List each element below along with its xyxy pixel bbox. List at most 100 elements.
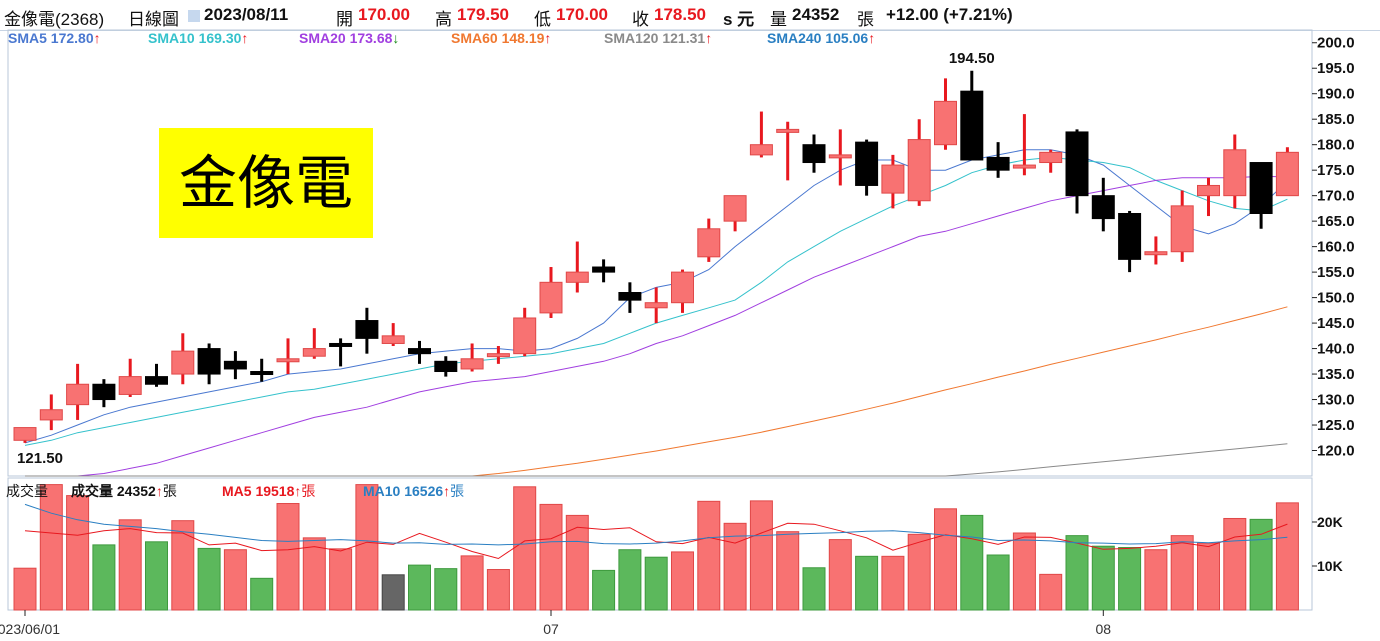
candle	[145, 363, 168, 387]
volume-bar	[723, 522, 747, 611]
volume-unit: 張	[162, 483, 177, 499]
arrow-up-icon: ↑	[868, 30, 876, 46]
ma-legend-text: SMA10 169.30	[148, 30, 242, 46]
candle-body	[171, 350, 195, 375]
candle	[828, 129, 852, 186]
candle	[749, 111, 773, 158]
volume-bar	[802, 567, 826, 611]
volume-bar	[986, 554, 1010, 611]
volume-bar	[907, 533, 931, 611]
volume-bar	[1275, 502, 1299, 611]
close-value: 178.50	[654, 5, 706, 24]
volume-legend-value: 成交量 24352↑張	[71, 483, 177, 499]
candle-body	[355, 320, 379, 339]
volume-bar	[460, 555, 484, 611]
candle	[1039, 149, 1063, 173]
candle-body	[907, 139, 931, 202]
candle	[1249, 162, 1273, 229]
volume-ma5-legend: MA5 19518↑張	[222, 483, 316, 499]
volume-bar	[118, 519, 142, 611]
candle-body	[381, 335, 405, 344]
candle	[907, 119, 931, 206]
volume-bar	[1144, 549, 1168, 611]
price-panel-frame	[7, 29, 1313, 477]
candle-body	[934, 100, 957, 146]
candle	[329, 338, 353, 367]
candle-body	[960, 90, 984, 161]
x-tick-label: 08	[1096, 621, 1112, 637]
period-label: 日線圖	[128, 10, 179, 29]
volume-unit: 張	[450, 483, 465, 499]
candle-body	[197, 348, 221, 375]
period-dropdown[interactable]: 2023/08/11	[188, 5, 288, 25]
volume-bar	[1091, 545, 1115, 611]
candle-body	[1065, 131, 1089, 197]
price-tick-label: 190.0	[1317, 86, 1355, 103]
high-value: 179.50	[457, 5, 509, 24]
volume-bar	[486, 569, 510, 611]
volume-bar	[39, 484, 63, 611]
volume-bar	[302, 537, 326, 611]
candle-body	[250, 371, 274, 376]
volume-bar	[592, 569, 616, 611]
candle	[1091, 177, 1115, 232]
volume-bar	[13, 567, 37, 611]
arrow-up-icon: ↑	[294, 483, 302, 499]
volume-bar	[644, 556, 668, 611]
volume-bar	[329, 548, 353, 611]
ma-legend-text: SMA60 148.19	[451, 30, 545, 46]
ma-legend-text: SMA120 121.31	[604, 30, 706, 46]
sma120-line	[25, 443, 1288, 477]
candle	[881, 154, 905, 209]
volume-bar	[1065, 535, 1089, 611]
candle-body	[513, 317, 537, 355]
arrow-up-icon: ↑	[705, 30, 713, 46]
price-tick-label: 120.0	[1317, 443, 1355, 460]
candle	[355, 307, 379, 354]
price-annotation: 194.50	[949, 50, 995, 67]
price-tick-label: 195.0	[1317, 60, 1355, 77]
candle	[381, 323, 405, 347]
candle-body	[592, 266, 616, 273]
volume-unit: 張	[301, 483, 316, 499]
candle-body	[408, 348, 431, 355]
price-tick-label: 150.0	[1317, 290, 1355, 307]
candle	[802, 134, 826, 173]
candle-body	[145, 376, 168, 385]
ma-legend-text: SMA20 173.68	[299, 30, 393, 46]
candle	[986, 142, 1010, 178]
volume-bar	[381, 574, 405, 611]
volume-bar	[855, 555, 879, 611]
candle-body	[855, 141, 879, 186]
price-tick-label: 130.0	[1317, 392, 1355, 409]
arrow-down-icon: ↓	[392, 30, 400, 46]
candle-body	[986, 156, 1010, 171]
volume-bar	[1223, 517, 1247, 611]
volume-bar	[223, 549, 247, 611]
volume-bar	[276, 503, 300, 611]
candle-body	[697, 228, 721, 258]
close-label: 收	[632, 10, 649, 29]
ma-legend-item: SMA10 169.30↑	[148, 30, 248, 46]
candle	[855, 139, 879, 196]
price-tick-label: 165.0	[1317, 213, 1355, 230]
price-tick-label: 185.0	[1317, 111, 1355, 128]
quote-date: 2023/08/11	[204, 5, 289, 24]
arrow-up-icon: ↑	[544, 30, 552, 46]
candle	[118, 358, 142, 397]
volume-bar	[66, 495, 90, 611]
candle-body	[749, 144, 773, 156]
candle	[434, 356, 458, 377]
price-tick-label: 200.0	[1317, 35, 1355, 52]
candle	[250, 358, 274, 382]
candle-body	[1118, 212, 1142, 260]
volume-bar	[671, 551, 694, 611]
candle-body	[276, 358, 300, 363]
candle	[1170, 190, 1194, 262]
candle	[302, 328, 326, 359]
candle-body	[828, 154, 852, 159]
low-value: 170.00	[556, 5, 608, 24]
volume-value: 24352	[792, 5, 840, 24]
candle	[276, 338, 300, 375]
volume-bar	[355, 484, 379, 611]
